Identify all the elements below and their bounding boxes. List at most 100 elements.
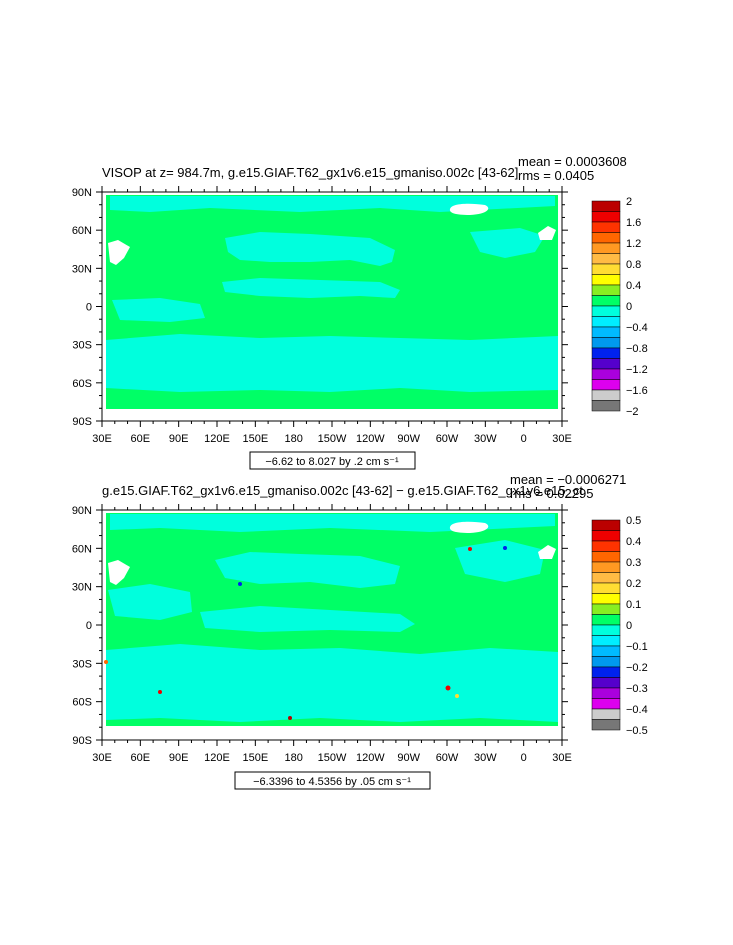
panel-2-range-label: −6.3396 to 4.5356 by .05 cm s⁻¹	[253, 776, 411, 788]
y-tick-label: 90N	[72, 187, 92, 199]
y-tick-label: 0	[86, 302, 92, 314]
colorbar-swatch	[591, 572, 621, 584]
panel-1-cyan-band-arctic	[110, 196, 555, 212]
x-tick-label: 90W	[397, 752, 420, 764]
panel-2-speck	[104, 660, 108, 664]
x-tick-label: 90E	[169, 433, 189, 445]
colorbar-label: 2	[626, 196, 632, 208]
y-tick-label: 30S	[72, 340, 92, 352]
panel-1-land-greenland	[449, 203, 489, 215]
x-tick-label: 60E	[131, 752, 151, 764]
y-tick-label: 30S	[72, 658, 92, 670]
colorbar-swatch	[591, 200, 621, 212]
x-tick-label: 0	[521, 752, 527, 764]
colorbar-label: −0.5	[626, 725, 648, 737]
panel-1-range-frame	[249, 451, 416, 470]
x-tick-label: 30E	[552, 752, 572, 764]
colorbar-swatch	[591, 708, 621, 720]
colorbar-label: 0	[626, 620, 632, 632]
colorbar-label: 0.2	[626, 578, 641, 590]
x-tick-label: 30E	[92, 752, 112, 764]
colorbar-swatch	[591, 400, 621, 412]
colorbar-swatch	[591, 645, 621, 657]
x-tick-label: 180	[284, 752, 302, 764]
panel-1: VISOP at z= 984.7m, g.e15.GIAF.T62_gx1v6…	[72, 154, 648, 470]
colorbar-label: −0.3	[626, 683, 648, 695]
colorbar-label: 0	[626, 301, 632, 313]
colorbar-swatch	[591, 305, 621, 317]
panel-1-range-label-box: −6.62 to 8.027 by .2 cm s⁻¹	[249, 451, 416, 470]
colorbar-label: −0.4	[626, 322, 648, 334]
x-tick-label: 30E	[92, 433, 112, 445]
panel-2-speck	[288, 716, 292, 720]
colorbar-swatch	[591, 614, 621, 626]
panel-2-cyan-band-southern	[106, 644, 558, 722]
panel-2-speck	[238, 582, 242, 586]
x-tick-label: 60W	[436, 433, 459, 445]
panel-2-speck	[503, 546, 507, 550]
panel-2-cyan-band-tropical	[200, 606, 415, 632]
colorbar-swatch	[591, 540, 621, 552]
panel-2-cyan-band-atlantic	[455, 540, 545, 582]
x-tick-label: 120W	[356, 752, 385, 764]
panel-1-land-europe	[538, 226, 556, 240]
colorbar-swatch	[591, 295, 621, 307]
colorbar-swatch	[591, 274, 621, 286]
colorbar-swatch	[591, 582, 621, 594]
colorbar-swatch	[591, 221, 621, 233]
y-tick-label: 90N	[72, 505, 92, 517]
colorbar-swatch	[591, 698, 621, 710]
panel-2-axes: 30E 60E 90E 120E 150E 180 150W 120W 90W 60W 30W 0 30…	[72, 504, 572, 764]
colorbar-swatch	[591, 232, 621, 244]
x-tick-label: 60W	[436, 752, 459, 764]
colorbar-label: 0.8	[626, 259, 641, 271]
panel-2-range-frame	[234, 771, 431, 790]
panel-1-land-north-america	[108, 240, 130, 265]
panel-1-map	[102, 192, 562, 421]
colorbar-swatch	[591, 677, 621, 689]
x-tick-label: 120E	[204, 433, 230, 445]
colorbar-label: −2	[626, 406, 639, 418]
colorbar-label: −1.6	[626, 385, 648, 397]
colorbar-label: 1.6	[626, 217, 641, 229]
y-tick-label: 0	[86, 620, 92, 632]
colorbar-swatch	[591, 719, 621, 731]
panel-1-colorbar: 2 1.6 1.2 0.8 0.4 0 −0.4 −0.8 −1.2 −1.6 −2	[591, 196, 648, 418]
colorbar-swatch	[591, 211, 621, 223]
panel-2-speck	[445, 685, 451, 691]
x-tick-label: 0	[521, 433, 527, 445]
colorbar-swatch	[591, 379, 621, 391]
y-tick-label: 30N	[72, 263, 92, 275]
x-tick-label: 150W	[318, 433, 347, 445]
panel-2-land-europe	[538, 545, 556, 559]
colorbar-label: 1.2	[626, 238, 641, 250]
colorbar-label: 0.4	[626, 280, 641, 292]
x-tick-label: 150E	[242, 433, 268, 445]
x-tick-label: 90W	[397, 433, 420, 445]
panel-2-land-greenland	[449, 521, 489, 533]
panel-2-land-antarctica	[102, 726, 562, 740]
x-tick-label: 60E	[131, 433, 151, 445]
colorbar-label: −1.2	[626, 364, 648, 376]
panel-2-cyan-band-north-pacific	[215, 552, 400, 588]
panel-1-cyan-band-atlantic	[470, 228, 545, 258]
panel-2-mean: mean = −0.0006271	[510, 472, 626, 487]
panel-2-speck	[455, 694, 459, 698]
x-tick-label: 30E	[552, 433, 572, 445]
colorbar-swatch	[591, 551, 621, 563]
panel-1-cyan-band-southern	[106, 334, 558, 392]
panel-2-anomaly-specks	[104, 546, 507, 720]
colorbar-swatch	[591, 530, 621, 542]
colorbar-swatch	[591, 656, 621, 668]
panel-1-mean: mean = 0.0003608	[518, 154, 627, 169]
colorbar-swatch	[591, 326, 621, 338]
panel-1-axes: 30E 60E 90E 120E 150E 180 150W 120W 90W 60W 30W 0 30…	[72, 186, 572, 445]
colorbar-label: 0.4	[626, 536, 641, 548]
colorbar-label: −0.2	[626, 662, 648, 674]
panel-2-range-label-box: −6.3396 to 4.5356 by .05 cm s⁻¹	[234, 771, 431, 790]
panel-1-cyan-band-indian	[112, 298, 205, 322]
y-tick-label: 60N	[72, 225, 92, 237]
x-tick-label: 150E	[242, 752, 268, 764]
panel-2-speck	[468, 547, 472, 551]
